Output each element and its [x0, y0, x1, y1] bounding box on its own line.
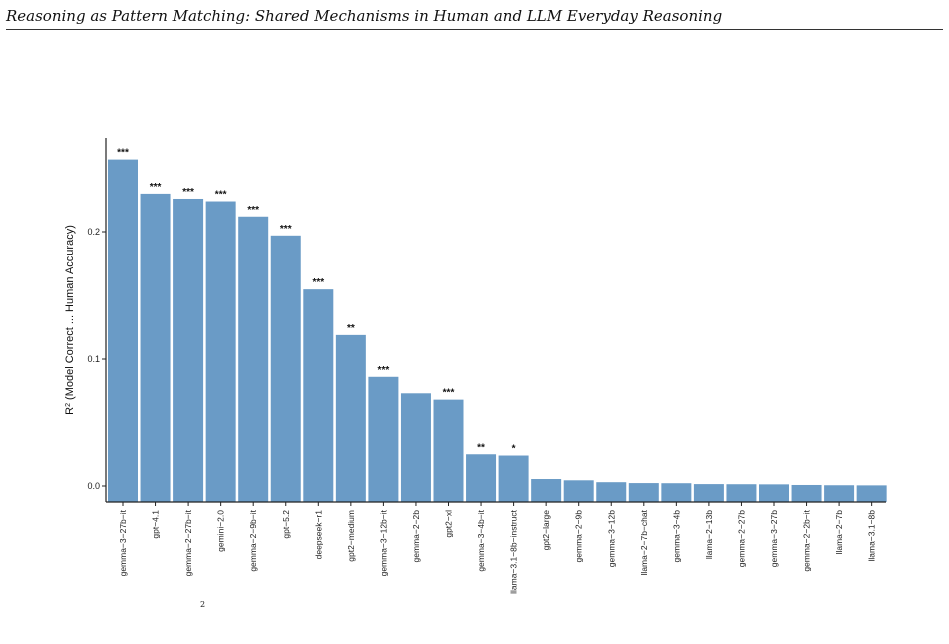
- bar-2: [140, 193, 171, 502]
- x-tick-label: gemma−2−27b: [736, 510, 746, 567]
- bar-14: [531, 479, 562, 502]
- significance-label: **: [477, 442, 485, 453]
- x-tick-label: gpt−5.2: [281, 510, 291, 539]
- significance-label: **: [347, 323, 355, 334]
- x-tick-label: gemini−2.0: [216, 510, 226, 552]
- x-tick-label: gemma−3−12b−it: [378, 509, 388, 576]
- x-tick-label: gemma−3−12b: [606, 510, 616, 567]
- bar-4: [205, 201, 236, 502]
- running-head: Reasoning as Pattern Matching: Shared Me…: [6, 7, 723, 25]
- header-rule: [6, 29, 943, 30]
- bar-5: [238, 216, 269, 502]
- x-tick-label: llama−2−13b: [704, 510, 714, 559]
- bar-17: [628, 483, 659, 502]
- bar-21: [759, 484, 789, 502]
- bar-1: [108, 159, 138, 503]
- bar-16: [596, 482, 627, 502]
- bar-19: [693, 484, 724, 502]
- bar-7: [303, 289, 334, 502]
- significance-label: ***: [215, 190, 227, 201]
- x-tick-label: llama−3.1−8b−instruct: [509, 509, 519, 594]
- x-tick-labels-layer: gemma−3−27b−it gpt−4.1 gemma−2−27b−it gemin…: [118, 509, 877, 594]
- significance-label: ***: [443, 388, 455, 399]
- x-tick-label: gemma−2−2b−it: [802, 509, 812, 571]
- y-axis-title: R2 (Model Correct ... Human Accuracy): [64, 225, 76, 415]
- x-tick-label: gpt2−xl: [444, 510, 454, 538]
- y-axis-title-rest: (Model Correct ... Human Accuracy): [64, 225, 76, 403]
- x-tick-label: gemma−3−4b: [671, 510, 681, 563]
- bar-24: [856, 485, 887, 502]
- x-tick-label: gpt2−medium: [346, 510, 356, 562]
- bar-13: [498, 455, 529, 502]
- bar-8: [335, 334, 366, 502]
- significance-layer: ****** *** ********************** *: [117, 148, 515, 455]
- bar-12: [466, 454, 497, 502]
- x-tick-label: gemma−2−9b: [574, 510, 584, 563]
- y-tick-label: 0.2: [87, 227, 100, 237]
- x-tick-label: gpt2−large: [541, 510, 551, 551]
- x-tick-label: deepseek−r1: [313, 510, 323, 560]
- significance-label: ***: [182, 187, 194, 198]
- x-tick-label: llama−2−7b: [834, 510, 844, 555]
- significance-label: ***: [117, 148, 129, 159]
- x-tick-label: gemma−3−4b−it: [476, 509, 486, 571]
- significance-label: ***: [247, 205, 259, 216]
- x-tick-label: gpt−4.1: [151, 510, 161, 539]
- x-tick-label: gemma−3−27b: [769, 510, 779, 567]
- bar-11: [433, 399, 464, 502]
- x-tick-label: llama−3.1−8b: [867, 510, 877, 562]
- x-tick-label: gemma−2−2b: [411, 510, 421, 563]
- bar-20: [726, 484, 757, 502]
- x-tick-label: llama−2−7b−chat: [639, 509, 649, 575]
- bar-3: [173, 198, 204, 503]
- bar-10: [400, 393, 431, 502]
- significance-label: ***: [280, 224, 292, 235]
- significance-label: ***: [150, 182, 162, 193]
- x-tick-label: gemma−3−27b−it: [118, 509, 128, 576]
- bars-layer: [108, 159, 887, 503]
- significance-label: ***: [312, 277, 324, 288]
- bar-15: [563, 480, 594, 502]
- bar-23: [824, 485, 855, 502]
- y-axis-title-superscript: 2: [65, 403, 72, 407]
- y-tick-label: 0.0: [87, 481, 100, 491]
- bar-22: [791, 484, 822, 502]
- significance-label: *: [512, 444, 516, 455]
- bar-6: [270, 235, 301, 502]
- y-tick-label: 0.1: [87, 354, 100, 364]
- significance-label: ***: [378, 365, 390, 376]
- bar-9: [368, 376, 399, 502]
- bar-18: [661, 483, 692, 502]
- x-tick-label: gemma−2−9b−it: [248, 509, 258, 571]
- axes-layer: 0.0 0.1 0.2: [87, 138, 886, 506]
- y-axis-title-main: R: [64, 407, 76, 415]
- x-tick-label: gemma−2−27b−it: [183, 509, 193, 576]
- figure-caption-fragment: 2: [200, 600, 206, 609]
